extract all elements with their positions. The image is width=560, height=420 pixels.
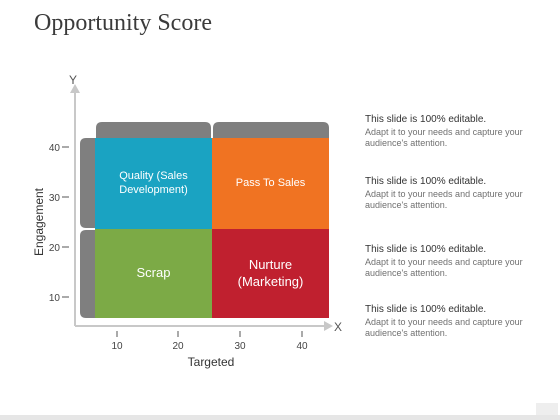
note-heading: This slide is 100% editable. — [365, 114, 487, 125]
left-bracket-top — [80, 138, 95, 228]
quadrant-top-left — [95, 138, 212, 229]
note-body: Adapt it to your needs and capture your … — [365, 257, 523, 278]
footer-tab — [536, 403, 558, 415]
top-bracket-right — [213, 122, 329, 138]
quadrant-label-quality: Quality (Sales Development) — [119, 169, 188, 196]
note-block-3: This slide is 100% editable. Adapt it to… — [365, 244, 540, 279]
x-tick-label: 40 — [296, 341, 308, 352]
quadrant-bottom-left — [95, 229, 212, 318]
note-heading: This slide is 100% editable. — [365, 304, 487, 315]
x-tick-label: 20 — [172, 341, 184, 352]
y-axis-arrow — [70, 84, 80, 93]
y-tick-label: 10 — [49, 293, 61, 304]
top-bracket-left — [96, 122, 211, 138]
note-heading: This slide is 100% editable. — [365, 244, 487, 255]
y-tick-label: 40 — [49, 143, 61, 154]
x-tick-label: 30 — [234, 341, 246, 352]
y-axis-letter: Y — [69, 73, 77, 87]
x-axis-arrow — [324, 321, 333, 331]
note-body: Adapt it to your needs and capture your … — [365, 127, 523, 148]
note-body: Adapt it to your needs and capture your … — [365, 189, 523, 210]
quadrant-top-right — [212, 138, 329, 229]
note-block-4: This slide is 100% editable. Adapt it to… — [365, 304, 540, 339]
y-tick-label: 20 — [49, 243, 61, 254]
slide-title: Opportunity Score — [34, 10, 212, 36]
left-bracket-bottom — [80, 230, 95, 318]
quadrant-label-scrap: Scrap — [136, 265, 171, 281]
footer-bar — [0, 415, 560, 420]
note-heading: This slide is 100% editable. — [365, 176, 487, 187]
note-block-1: This slide is 100% editable. Adapt it to… — [365, 114, 540, 149]
note-block-2: This slide is 100% editable. Adapt it to… — [365, 176, 540, 211]
quadrant-label-pass-to-sales: Pass To Sales — [235, 176, 306, 189]
note-body: Adapt it to your needs and capture your … — [365, 317, 523, 338]
y-axis-title: Engagement — [32, 187, 46, 256]
x-axis-title: Targeted — [188, 355, 235, 369]
x-tick-label: 10 — [111, 341, 123, 352]
y-tick-label: 30 — [49, 193, 61, 204]
x-axis-letter: X — [334, 320, 342, 334]
quadrant-label-nurture: Nurture (Marketing) — [237, 257, 304, 289]
quadrant-bottom-right — [212, 229, 329, 318]
